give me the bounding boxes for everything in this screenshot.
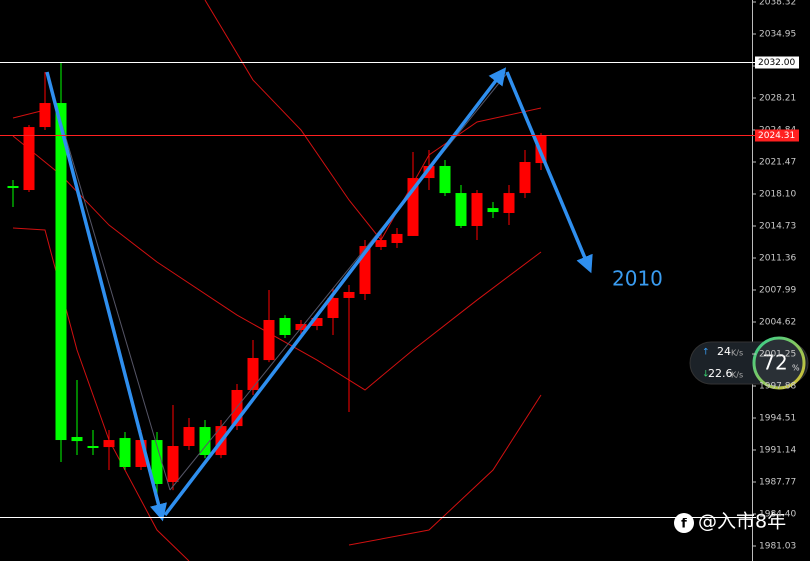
candle-body — [23, 127, 35, 191]
y-tick-label: 1994.51 — [759, 413, 796, 423]
candle-body — [295, 323, 307, 331]
svg-text:↑: ↑ — [702, 348, 710, 358]
candle-body — [359, 246, 371, 294]
candle-body — [167, 446, 179, 482]
upload-speed: 24 — [717, 345, 731, 358]
candle-body — [423, 165, 435, 179]
y-tick-label: 1997.88 — [759, 381, 796, 391]
price-label: 2032.00 — [758, 58, 795, 68]
y-tick-label: 2038.32 — [759, 0, 796, 7]
y-tick-label: 1991.14 — [759, 445, 796, 455]
candle-body — [375, 240, 387, 247]
candle-body — [343, 291, 355, 298]
price-label-box — [755, 129, 799, 142]
candle-body — [151, 440, 163, 484]
annotation: 2010 — [612, 267, 663, 291]
candle-body — [247, 357, 259, 390]
price-label: 2024.31 — [758, 131, 795, 141]
candle-body — [263, 320, 275, 361]
candle-body — [231, 389, 243, 427]
y-tick-label: 2018.10 — [759, 189, 796, 199]
candle-body — [71, 436, 83, 442]
candle-body — [391, 233, 403, 243]
candle-body — [55, 103, 67, 441]
candle-body — [39, 103, 51, 128]
price-label-box — [755, 56, 799, 69]
candle-body — [327, 297, 339, 319]
candle-body — [199, 427, 211, 456]
watermark-text: @入市8年 — [698, 511, 786, 533]
band-line — [12, 135, 542, 391]
candle-body — [135, 440, 147, 467]
y-tick-label: 2007.99 — [759, 285, 796, 295]
download-speed: 22.6 — [708, 367, 733, 380]
download-unit: K/s — [731, 371, 743, 380]
cpu-unit: % — [792, 364, 800, 373]
y-tick-label: 1981.03 — [759, 541, 796, 551]
y-tick-label: 2014.73 — [759, 221, 796, 231]
candle-body — [279, 318, 291, 336]
y-tick-label: 2028.21 — [759, 93, 796, 103]
network-widget: ↑ ↓ 24 K/s 22.6 K/s 72 % — [689, 336, 809, 390]
trend-arrows — [45, 67, 593, 522]
upload-unit: K/s — [731, 349, 743, 358]
candle-body — [87, 446, 99, 449]
y-tick-label: 2001.25 — [759, 349, 796, 359]
band-line — [12, 227, 190, 561]
candle-body — [407, 178, 419, 236]
candle-body — [183, 427, 195, 447]
band-line — [204, 0, 542, 241]
candle-body — [7, 186, 19, 189]
candle-body — [439, 165, 451, 194]
candle-body — [455, 193, 467, 226]
candle-body — [487, 208, 499, 213]
y-tick-label: 2034.95 — [759, 29, 796, 39]
svg-text:↓: ↓ — [702, 370, 710, 380]
candle-body — [519, 161, 531, 194]
candle-body — [311, 318, 323, 326]
svg-text:f: f — [681, 517, 687, 532]
candle-body — [103, 440, 115, 448]
band-line — [348, 394, 542, 546]
candle-body — [119, 438, 131, 467]
y-tick-label: 1987.77 — [759, 477, 796, 487]
y-tick-label: 1984.40 — [759, 509, 796, 519]
y-tick-label: 2011.36 — [759, 253, 796, 263]
y-tick-label: 2004.62 — [759, 317, 796, 327]
candle-body — [471, 193, 483, 226]
cpu-value: 72 — [762, 351, 787, 375]
candle-body — [503, 193, 515, 213]
y-tick-label: 2021.47 — [759, 157, 796, 167]
